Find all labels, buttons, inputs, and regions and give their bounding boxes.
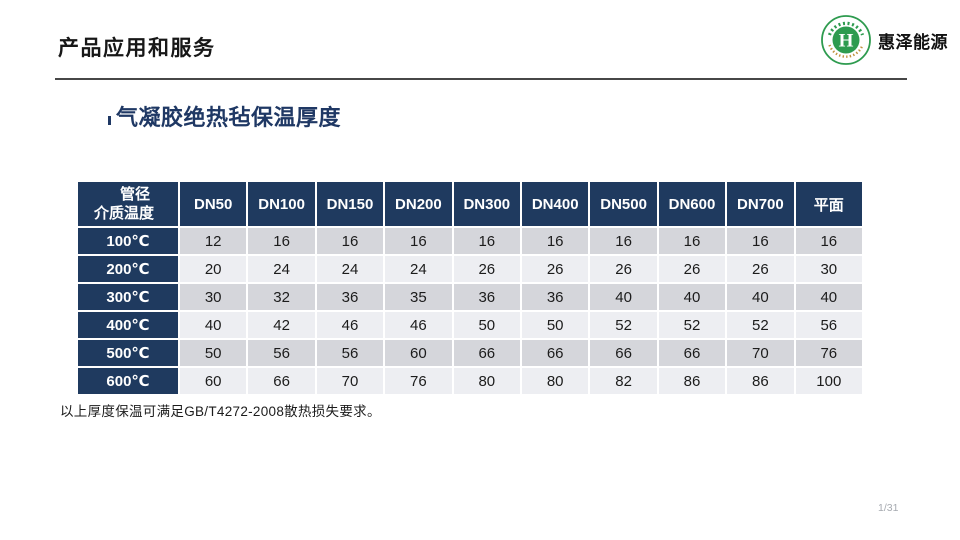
column-header: DN400 <box>522 182 589 226</box>
column-header: DN500 <box>590 182 657 226</box>
table-cell: 46 <box>316 312 384 338</box>
table-cell: 66 <box>590 340 657 366</box>
table-cell: 86 <box>658 368 726 394</box>
table-cell: 36 <box>522 284 589 310</box>
table-cell: 16 <box>248 228 315 254</box>
table-cell: 42 <box>248 312 315 338</box>
table-cell: 66 <box>453 340 520 366</box>
table-cell: 40 <box>180 312 247 338</box>
table-cell: 40 <box>795 284 862 310</box>
column-header: DN200 <box>385 182 452 226</box>
row-label: 600℃ <box>78 368 178 394</box>
table-corner-cell: 管径 介质温度 <box>78 182 178 226</box>
table-cell: 26 <box>658 256 726 282</box>
row-label: 100℃ <box>78 228 178 254</box>
table-cell: 32 <box>248 284 315 310</box>
table-cell: 52 <box>658 312 726 338</box>
table-cell: 70 <box>727 340 794 366</box>
table-cell: 46 <box>385 312 452 338</box>
table-cell: 20 <box>180 256 247 282</box>
table-cell: 100 <box>795 368 862 394</box>
table-cell: 76 <box>795 340 862 366</box>
table-cell: 80 <box>522 368 589 394</box>
table-cell: 56 <box>795 312 862 338</box>
table-cell: 26 <box>727 256 794 282</box>
table-cell: 16 <box>727 228 794 254</box>
corner-label-top: 管径 <box>119 186 150 203</box>
table-cell: 24 <box>248 256 315 282</box>
table-cell: 70 <box>316 368 384 394</box>
table-cell: 30 <box>795 256 862 282</box>
column-header: DN50 <box>180 182 247 226</box>
note-text: 以上厚度保温可满足GB/T4272-2008散热损失要求。 <box>60 404 381 419</box>
title-underline <box>55 78 907 80</box>
svg-text:H: H <box>839 31 854 52</box>
row-label: 200℃ <box>78 256 178 282</box>
table-cell: 16 <box>385 228 452 254</box>
table-cell: 30 <box>180 284 247 310</box>
table-cell: 66 <box>658 340 726 366</box>
table-cell: 76 <box>385 368 452 394</box>
table-cell: 50 <box>453 312 520 338</box>
column-header: 平面 <box>795 182 862 226</box>
table-cell: 24 <box>385 256 452 282</box>
table-cell: 60 <box>180 368 247 394</box>
table-cell: 16 <box>316 228 384 254</box>
table-cell: 16 <box>590 228 657 254</box>
table-cell: 50 <box>180 340 247 366</box>
table-cell: 40 <box>590 284 657 310</box>
table-cell: 60 <box>385 340 452 366</box>
table-cell: 50 <box>522 312 589 338</box>
table-cell: 26 <box>453 256 520 282</box>
column-header: DN300 <box>453 182 520 226</box>
section-heading: 气凝胶绝热毡保温厚度 <box>108 100 341 132</box>
table-cell: 16 <box>453 228 520 254</box>
table-cell: 66 <box>248 368 315 394</box>
table-cell: 56 <box>248 340 315 366</box>
table-cell: 26 <box>590 256 657 282</box>
table-cell: 12 <box>180 228 247 254</box>
row-label: 400℃ <box>78 312 178 338</box>
table-cell: 56 <box>316 340 384 366</box>
table-cell: 24 <box>316 256 384 282</box>
column-header: DN600 <box>658 182 726 226</box>
column-header: DN700 <box>727 182 794 226</box>
table-cell: 52 <box>590 312 657 338</box>
table-cell: 16 <box>795 228 862 254</box>
table-cell: 16 <box>658 228 726 254</box>
table-cell: 26 <box>522 256 589 282</box>
section-subtitle: 气凝胶绝热毡保温厚度 <box>116 105 342 130</box>
table-cell: 36 <box>316 284 384 310</box>
company-logo: H 惠泽能源 <box>820 14 948 66</box>
table-cell: 35 <box>385 284 452 310</box>
table-cell: 16 <box>522 228 589 254</box>
page-title: 产品应用和服务 <box>58 37 216 60</box>
table-cell: 86 <box>727 368 794 394</box>
company-name: 惠泽能源 <box>878 32 948 52</box>
table-cell: 36 <box>453 284 520 310</box>
thickness-table: 管径 介质温度 DN50 DN100 DN150 DN200 DN300 DN400 DN5… <box>78 182 862 394</box>
table-cell: 40 <box>727 284 794 310</box>
table-cell: 40 <box>658 284 726 310</box>
corner-label-bottom: 介质温度 <box>93 205 154 222</box>
column-header: DN150 <box>316 182 384 226</box>
page-number: 1/31 <box>878 502 899 514</box>
row-label: 300℃ <box>78 284 178 310</box>
company-logo-icon: H <box>821 15 871 65</box>
table-cell: 80 <box>453 368 520 394</box>
column-header: DN100 <box>248 182 315 226</box>
table-cell: 52 <box>727 312 794 338</box>
row-label: 500℃ <box>78 340 178 366</box>
table-cell: 66 <box>522 340 589 366</box>
table-cell: 82 <box>590 368 657 394</box>
subtitle-bullet-icon <box>108 115 111 125</box>
